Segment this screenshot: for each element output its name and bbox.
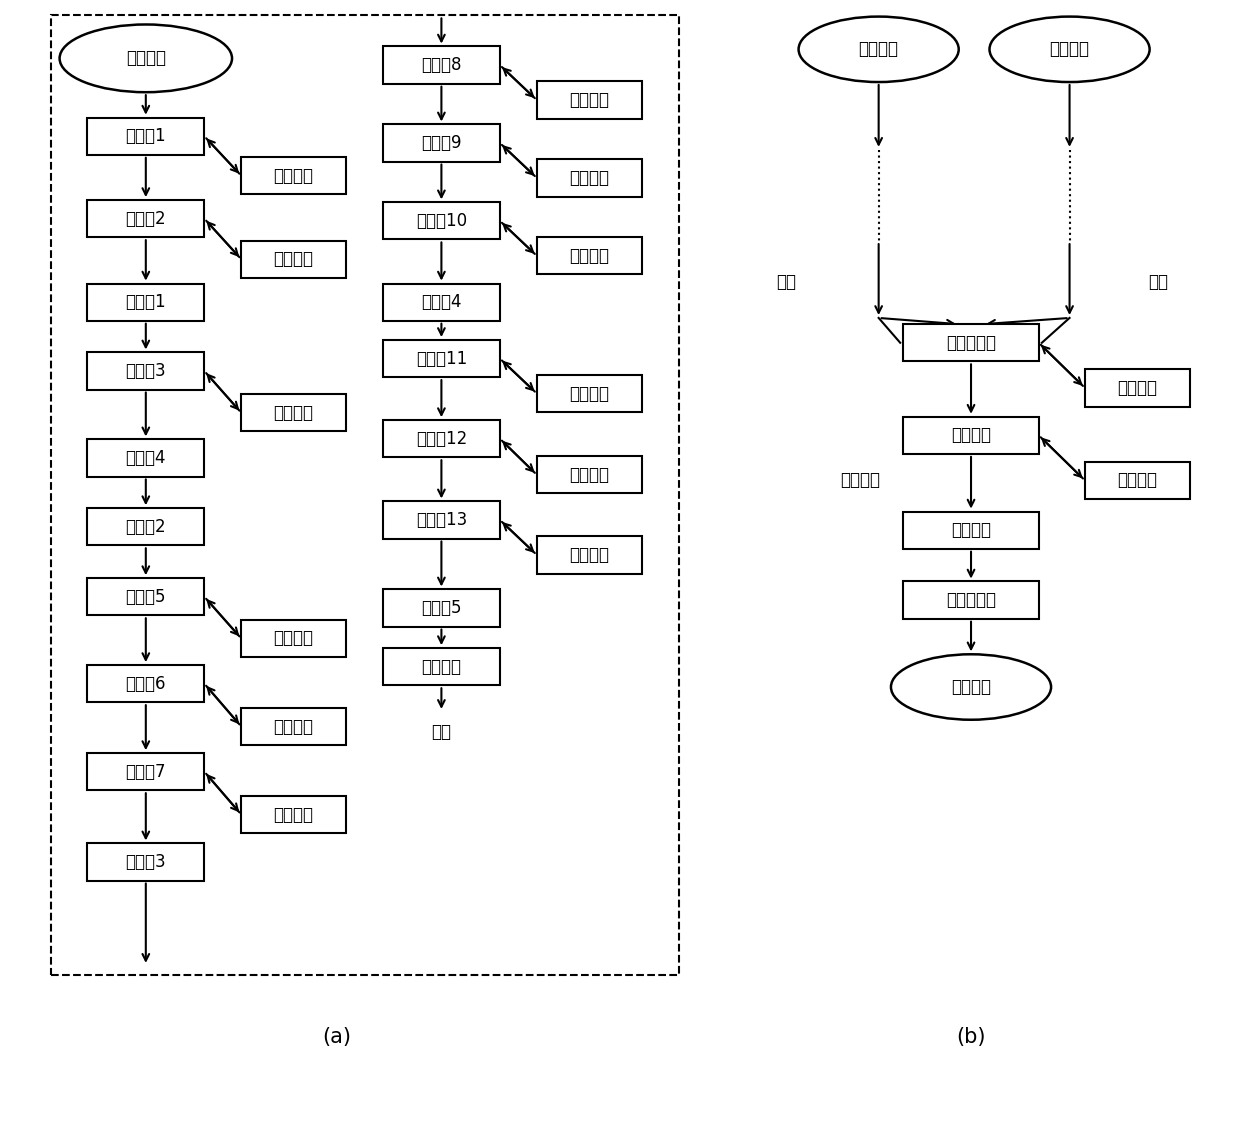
Text: 激活函数: 激活函数 [274, 805, 314, 823]
FancyBboxPatch shape [383, 47, 500, 84]
Text: 纹理图像: 纹理图像 [858, 40, 899, 58]
Text: 激活函数: 激活函数 [274, 404, 314, 422]
FancyBboxPatch shape [537, 82, 641, 118]
Text: 激活函数: 激活函数 [569, 169, 609, 186]
Text: 卷积层5: 卷积层5 [125, 588, 166, 606]
Text: 全链接层: 全链接层 [951, 426, 991, 445]
FancyBboxPatch shape [242, 796, 346, 833]
Text: 池化层5: 池化层5 [422, 599, 461, 617]
Text: 激活函数: 激活函数 [569, 247, 609, 265]
FancyBboxPatch shape [903, 324, 1039, 362]
Text: 池化层3: 池化层3 [125, 853, 166, 871]
Text: 特征融合层: 特征融合层 [946, 334, 996, 351]
FancyBboxPatch shape [383, 501, 500, 539]
FancyBboxPatch shape [383, 202, 500, 240]
FancyBboxPatch shape [903, 416, 1039, 454]
FancyBboxPatch shape [87, 665, 205, 703]
FancyBboxPatch shape [903, 512, 1039, 549]
FancyBboxPatch shape [1085, 370, 1189, 407]
Text: 识别结果: 识别结果 [951, 678, 991, 696]
Text: 全链接层: 全链接层 [422, 657, 461, 675]
FancyBboxPatch shape [242, 395, 346, 431]
FancyBboxPatch shape [242, 620, 346, 657]
FancyBboxPatch shape [537, 238, 641, 274]
Text: 随机失活: 随机失活 [841, 472, 880, 489]
Text: 激活函数: 激活函数 [569, 384, 609, 402]
Ellipse shape [990, 17, 1149, 82]
Text: 特征: 特征 [1148, 273, 1168, 291]
FancyBboxPatch shape [383, 648, 500, 686]
Text: 池化层4: 池化层4 [422, 293, 461, 312]
FancyBboxPatch shape [87, 283, 205, 321]
FancyBboxPatch shape [537, 375, 641, 413]
Ellipse shape [799, 17, 959, 82]
Text: 激活函数: 激活函数 [569, 466, 609, 484]
Text: 卷积层8: 卷积层8 [422, 56, 461, 74]
FancyBboxPatch shape [537, 456, 641, 493]
Text: 激活函数: 激活函数 [1117, 379, 1157, 397]
FancyBboxPatch shape [87, 578, 205, 615]
FancyBboxPatch shape [87, 117, 205, 155]
FancyBboxPatch shape [87, 352, 205, 390]
Text: 特征: 特征 [432, 723, 451, 741]
Text: 输入图像: 输入图像 [125, 49, 166, 67]
FancyBboxPatch shape [383, 283, 500, 321]
Text: 卷积层11: 卷积层11 [415, 349, 467, 367]
Text: 激活函数: 激活函数 [569, 91, 609, 109]
FancyBboxPatch shape [242, 241, 346, 277]
Ellipse shape [892, 654, 1052, 720]
Text: 卷积层10: 卷积层10 [415, 211, 467, 230]
FancyBboxPatch shape [242, 708, 346, 745]
Text: 特征: 特征 [776, 273, 796, 291]
Text: 池化层1: 池化层1 [125, 293, 166, 312]
Text: 卷积层6: 卷积层6 [125, 674, 166, 692]
Text: 损失函数层: 损失函数层 [946, 591, 996, 609]
FancyBboxPatch shape [87, 200, 205, 238]
FancyBboxPatch shape [87, 753, 205, 790]
Text: 激活函数: 激活函数 [274, 717, 314, 736]
Text: 卷积层3: 卷积层3 [125, 362, 166, 380]
Text: 池化层2: 池化层2 [125, 517, 166, 536]
Text: 全链接层: 全链接层 [951, 521, 991, 539]
Text: 卷积层12: 卷积层12 [415, 430, 467, 448]
FancyBboxPatch shape [1085, 462, 1189, 499]
Text: 激活函数: 激活函数 [274, 250, 314, 268]
FancyBboxPatch shape [87, 439, 205, 476]
Text: 卷积层13: 卷积层13 [415, 511, 467, 529]
FancyBboxPatch shape [87, 844, 205, 880]
Text: (b): (b) [956, 1027, 986, 1047]
FancyBboxPatch shape [903, 581, 1039, 619]
Text: 卷积层9: 卷积层9 [422, 134, 461, 152]
Text: 激活函数: 激活函数 [274, 630, 314, 647]
Text: 激活函数: 激活函数 [1117, 472, 1157, 489]
Bar [51, 16, 680, 974]
FancyBboxPatch shape [383, 420, 500, 457]
FancyBboxPatch shape [87, 508, 205, 546]
Ellipse shape [60, 25, 232, 92]
Text: 深度图像: 深度图像 [1049, 40, 1090, 58]
FancyBboxPatch shape [383, 340, 500, 377]
FancyBboxPatch shape [383, 124, 500, 161]
FancyBboxPatch shape [537, 537, 641, 573]
FancyBboxPatch shape [383, 589, 500, 626]
Text: 卷积层7: 卷积层7 [125, 763, 166, 781]
Text: 卷积层4: 卷积层4 [125, 449, 166, 467]
Text: (a): (a) [322, 1027, 351, 1047]
Text: 卷积层2: 卷积层2 [125, 209, 166, 227]
FancyBboxPatch shape [242, 157, 346, 194]
FancyBboxPatch shape [537, 159, 641, 197]
Text: 激活函数: 激活函数 [569, 546, 609, 564]
Text: 卷积层1: 卷积层1 [125, 127, 166, 146]
Text: 激活函数: 激活函数 [274, 167, 314, 184]
